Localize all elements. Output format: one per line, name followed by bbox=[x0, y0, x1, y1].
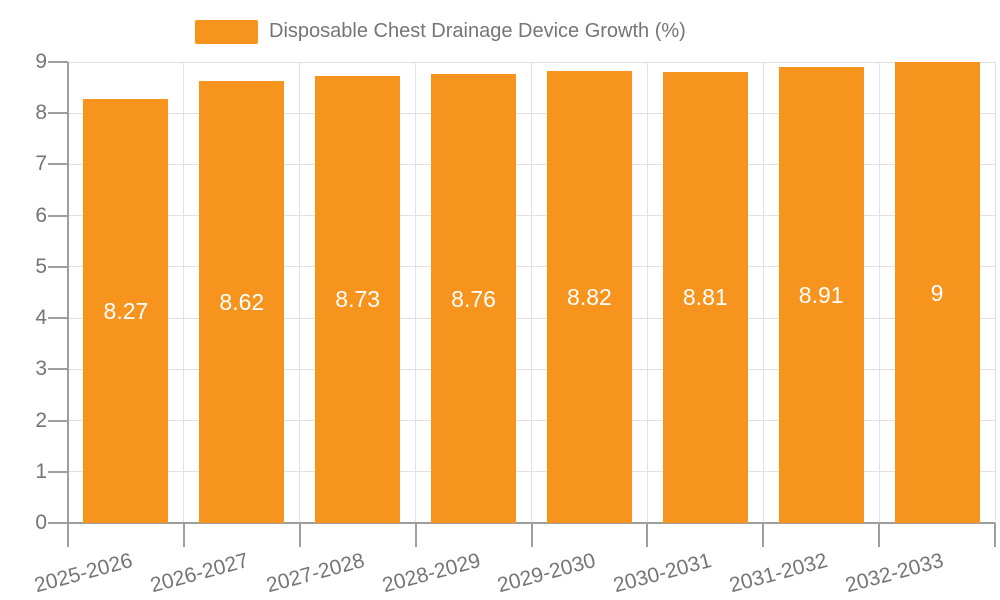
x-axis-tick bbox=[762, 523, 765, 547]
y-axis-tick-label: 7 bbox=[35, 152, 47, 176]
x-axis-tick bbox=[182, 523, 185, 547]
y-axis-tick bbox=[48, 522, 68, 524]
bar bbox=[315, 75, 401, 523]
bar-value-label: 8.91 bbox=[798, 281, 844, 308]
gridline-vertical bbox=[183, 62, 185, 523]
gridline-vertical bbox=[415, 62, 417, 523]
bar bbox=[199, 81, 285, 523]
gridline-vertical bbox=[646, 62, 648, 523]
gridline-vertical bbox=[878, 62, 880, 523]
y-axis-tick-label: 3 bbox=[35, 357, 47, 381]
y-axis-tick bbox=[48, 214, 68, 217]
bar-value-label: 8.81 bbox=[682, 284, 728, 311]
bar-value-label: 8.73 bbox=[335, 286, 381, 313]
y-axis-tick bbox=[48, 368, 68, 371]
bar bbox=[546, 71, 632, 523]
y-axis-tick bbox=[48, 419, 68, 422]
x-axis-tick bbox=[298, 523, 301, 547]
y-axis-tick bbox=[48, 317, 68, 320]
bar bbox=[894, 62, 980, 523]
x-axis-tick bbox=[530, 523, 533, 547]
bar-value-label: 8.76 bbox=[451, 285, 496, 312]
y-axis-tick-label: 9 bbox=[35, 50, 47, 73]
y-axis-tick bbox=[48, 163, 68, 166]
gridline-vertical bbox=[531, 62, 532, 523]
bar-value-label: 8.82 bbox=[567, 284, 612, 311]
legend-item[interactable]: Disposable Chest Drainage Device Growth … bbox=[195, 19, 686, 44]
x-axis-tick bbox=[67, 523, 69, 547]
y-axis-tick bbox=[48, 265, 68, 268]
y-axis-tick-label: 0 bbox=[35, 511, 47, 534]
y-axis-line bbox=[67, 62, 69, 523]
legend-swatch-icon bbox=[195, 19, 258, 44]
bar bbox=[83, 99, 169, 523]
x-axis-tick bbox=[878, 523, 881, 547]
y-axis-tick-label: 8 bbox=[35, 101, 47, 125]
gridline-vertical bbox=[299, 62, 301, 523]
bar-value-label: 9 bbox=[930, 279, 944, 306]
x-axis-tick bbox=[646, 523, 649, 547]
y-axis-tick bbox=[48, 470, 68, 473]
y-axis-tick-label: 1 bbox=[35, 459, 47, 483]
bar bbox=[431, 74, 517, 523]
bar-value-label: 8.62 bbox=[219, 289, 265, 316]
y-axis-tick bbox=[48, 112, 68, 115]
y-axis-tick-label: 2 bbox=[35, 408, 47, 432]
bar-value-label: 8.27 bbox=[103, 298, 149, 325]
gridline-vertical bbox=[994, 62, 996, 523]
gridline-vertical bbox=[762, 62, 764, 523]
x-axis-tick bbox=[414, 523, 417, 547]
y-axis-tick-label: 6 bbox=[35, 203, 47, 227]
y-axis-tick bbox=[48, 61, 68, 63]
bar bbox=[778, 66, 864, 523]
y-axis-tick-label: 5 bbox=[35, 254, 47, 278]
legend-label: Disposable Chest Drainage Device Growth … bbox=[269, 20, 686, 42]
x-axis-tick bbox=[994, 523, 996, 547]
bar bbox=[662, 71, 748, 523]
y-axis-tick-label: 4 bbox=[35, 306, 47, 330]
